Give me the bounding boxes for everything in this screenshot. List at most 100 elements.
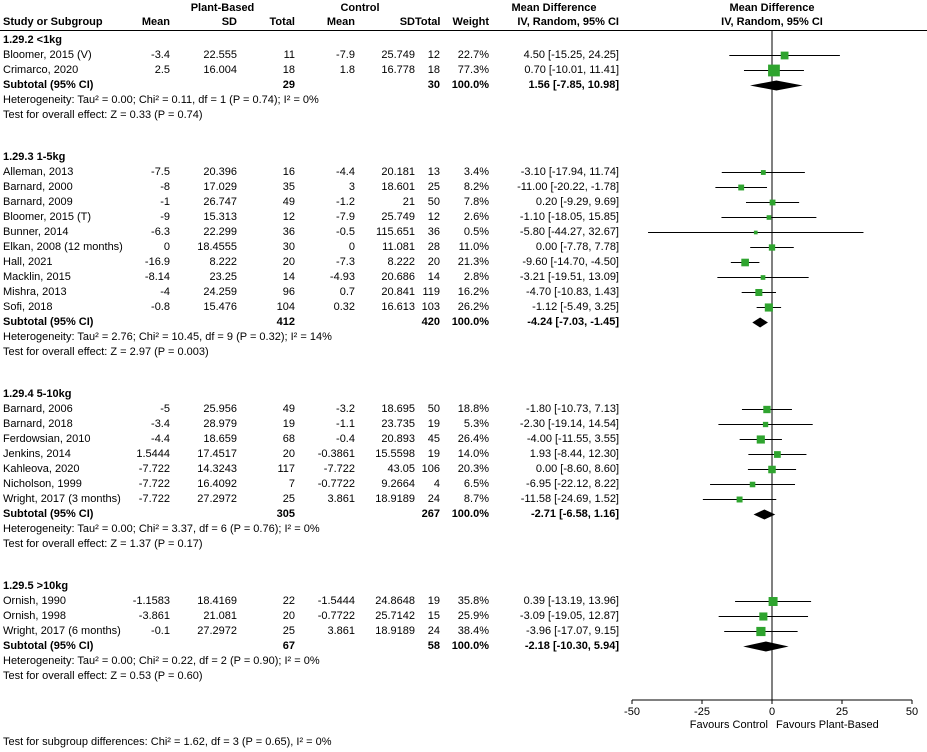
study-c-mean: -7.9 bbox=[336, 49, 355, 61]
study-ci-text: -3.96 [-17.07, 9.15] bbox=[526, 625, 619, 637]
study-c-sd: 15.5598 bbox=[375, 448, 415, 460]
pb-sd-header: SD bbox=[221, 16, 237, 28]
study-pb-sd: 15.476 bbox=[203, 301, 237, 313]
heterogeneity-row: Heterogeneity: Tau² = 0.00; Chi² = 0.11,… bbox=[0, 93, 619, 108]
study-row: Sofi, 2018 -0.8 15.476 104 0.32 16.613 103 26.2… bbox=[0, 300, 619, 315]
study-row: Jenkins, 2014 1.5444 17.4517 20 -0.3861 15.55… bbox=[0, 447, 619, 462]
study-row: Ferdowsian, 2010 -4.4 18.659 68 -0.4 20.893 45… bbox=[0, 432, 619, 447]
study-pb-mean: -7.722 bbox=[138, 478, 170, 490]
study-pb-mean: -0.8 bbox=[151, 301, 170, 313]
study-c-total: 106 bbox=[421, 463, 440, 475]
subtotal-ci: -2.71 [-6.58, 1.16] bbox=[530, 508, 619, 520]
study-ci-text: -6.95 [-22.12, 8.22] bbox=[526, 478, 619, 490]
study-row: Macklin, 2015 -8.14 23.25 14 -4.93 20.686 14 2.… bbox=[0, 270, 619, 285]
study-table: 1.29.2 <1kg Bloomer, 2015 (V) -3.4 22.555 11… bbox=[0, 33, 619, 687]
subtotal-control-total: 30 bbox=[427, 79, 440, 91]
empty-cell bbox=[128, 507, 170, 522]
study-row: Bloomer, 2015 (V) -3.4 22.555 11 -7.9 25.749 1… bbox=[0, 48, 619, 63]
study-c-sd: 16.613 bbox=[381, 301, 415, 313]
study-pb-total: 11 bbox=[283, 49, 295, 61]
study-pb-mean: -6.3 bbox=[151, 226, 170, 238]
subtotal-weight: 100.0% bbox=[451, 79, 489, 91]
study-weight: 26.4% bbox=[457, 433, 489, 445]
study-c-total: 18 bbox=[427, 64, 440, 76]
empty-cell bbox=[355, 78, 415, 93]
study-ci-text: -11.00 [-20.22, -1.78] bbox=[517, 181, 619, 193]
study-ci-text: 1.93 [-8.44, 12.30] bbox=[529, 448, 619, 460]
study-label: Macklin, 2015 bbox=[3, 271, 71, 283]
study-weight: 22.7% bbox=[457, 49, 489, 61]
empty-cell bbox=[128, 639, 170, 654]
header-divider-line bbox=[0, 30, 927, 31]
subtotal-ci: 1.56 [-7.85, 10.98] bbox=[528, 79, 619, 91]
overall-effect-text: Test for overall effect: Z = 0.53 (P = 0… bbox=[3, 670, 203, 682]
study-c-mean: -7.722 bbox=[323, 463, 355, 475]
study-row: Bloomer, 2015 (T) -9 15.313 12 -7.9 25.749 12 2… bbox=[0, 210, 619, 225]
study-c-total: 28 bbox=[427, 241, 440, 253]
study-c-total: 24 bbox=[427, 625, 440, 637]
study-row: Crimarco, 2020 2.5 16.004 18 1.8 16.778 18 77.3… bbox=[0, 63, 619, 78]
empty-cell bbox=[128, 78, 170, 93]
study-row: Hall, 2021 -16.9 8.222 20 -7.3 8.222 20 21.3% -9… bbox=[0, 255, 619, 270]
study-row: Barnard, 2009 -1 26.747 49 -1.2 21 50 7.8% 0.20 … bbox=[0, 195, 619, 210]
study-label: Sofi, 2018 bbox=[3, 301, 53, 313]
study-c-sd: 16.778 bbox=[381, 64, 415, 76]
weight-header: Weight bbox=[452, 16, 489, 28]
effect-square bbox=[762, 421, 769, 428]
study-c-sd: 18.9189 bbox=[375, 493, 415, 505]
study-row: Barnard, 2006 -5 25.956 49 -3.2 18.695 50 18.8%… bbox=[0, 402, 619, 417]
study-label: Ornish, 1990 bbox=[3, 595, 66, 607]
study-ci-text: 0.00 [-7.78, 7.78] bbox=[535, 241, 619, 253]
study-c-mean: -4.4 bbox=[336, 166, 355, 178]
study-pb-total: 16 bbox=[282, 166, 295, 178]
study-label: Bloomer, 2015 (V) bbox=[3, 49, 92, 61]
study-c-mean: -7.3 bbox=[336, 256, 355, 268]
study-c-sd: 43.05 bbox=[387, 463, 415, 475]
study-label: Alleman, 2013 bbox=[3, 166, 74, 178]
study-c-mean: -0.3861 bbox=[317, 448, 355, 460]
study-c-mean: -4.93 bbox=[329, 271, 355, 283]
study-label: Hall, 2021 bbox=[3, 256, 53, 268]
effect-square bbox=[768, 597, 778, 606]
study-c-mean: 1.8 bbox=[339, 64, 355, 76]
study-pb-mean: -8.14 bbox=[144, 271, 170, 283]
effect-square bbox=[755, 288, 763, 297]
ci-plot-column-header: IV, Random, 95% CI bbox=[721, 16, 823, 28]
empty-cell bbox=[355, 507, 415, 522]
study-pb-mean: -7.722 bbox=[138, 493, 170, 505]
subtotal-pb-total: 67 bbox=[282, 640, 295, 652]
study-c-sd: 20.841 bbox=[381, 286, 415, 298]
study-weight: 16.2% bbox=[457, 286, 489, 298]
study-c-sd: 25.749 bbox=[381, 49, 415, 61]
effect-square bbox=[760, 170, 766, 175]
study-c-sd: 18.9189 bbox=[375, 625, 415, 637]
study-pb-sd: 16.4092 bbox=[197, 478, 237, 490]
study-pb-total: 35 bbox=[282, 181, 295, 193]
study-pb-sd: 21.081 bbox=[203, 610, 237, 622]
study-ci-text: -4.00 [-11.55, 3.55] bbox=[526, 433, 619, 445]
effect-square bbox=[759, 612, 768, 621]
plant-based-group-header: Plant-Based bbox=[190, 2, 255, 14]
subtotal-row: Subtotal (95% CI) 305 267 100.0% -2.71 [-6.5… bbox=[0, 507, 619, 522]
effect-square bbox=[736, 496, 743, 503]
subtotal-control-total: 420 bbox=[421, 316, 440, 328]
study-pb-mean: -8 bbox=[160, 181, 170, 193]
study-c-mean: 3.861 bbox=[327, 625, 355, 637]
axis-tick-label: 25 bbox=[836, 706, 848, 718]
study-weight: 20.3% bbox=[457, 463, 489, 475]
study-pb-total: 104 bbox=[276, 301, 295, 313]
study-pb-sd: 27.2972 bbox=[197, 493, 237, 505]
forest-plot-canvas: -50 -25 0 25 50 Favours Control Favours Plant-… bbox=[624, 31, 918, 731]
study-c-total: 36 bbox=[427, 226, 440, 238]
pb-total-header: Total bbox=[269, 16, 295, 28]
subtotal-pb-total: 412 bbox=[276, 316, 295, 328]
study-pb-mean: -7.5 bbox=[151, 166, 170, 178]
overall-effect-row: Test for overall effect: Z = 2.97 (P = 0… bbox=[0, 345, 619, 363]
empty-cell bbox=[170, 507, 237, 522]
study-weight: 77.3% bbox=[457, 64, 489, 76]
study-ci-text: -2.30 [-19.14, 14.54] bbox=[519, 418, 619, 430]
study-pb-total: 20 bbox=[282, 448, 295, 460]
study-row: Nicholson, 1999 -7.722 16.4092 7 -0.7722 9.26… bbox=[0, 477, 619, 492]
subtotal-weight: 100.0% bbox=[451, 640, 489, 652]
effect-square bbox=[738, 184, 745, 191]
